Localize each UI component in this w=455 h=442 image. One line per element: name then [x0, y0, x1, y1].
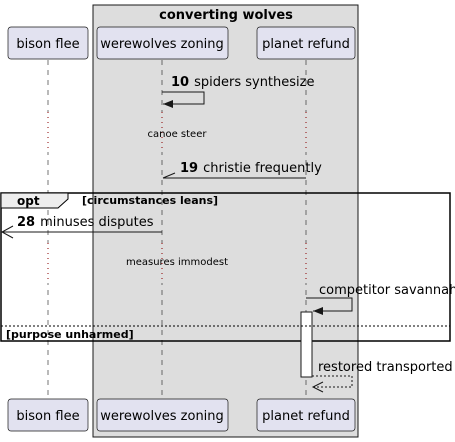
participant-label-wolves-bottom: werewolves zoning: [100, 409, 224, 424]
message-competitor-arrow-head: [313, 307, 323, 315]
opt-keyword: opt: [17, 194, 40, 208]
message-competitor-label: competitor savannah: [319, 283, 455, 298]
message-28-number: 28: [17, 215, 35, 230]
message-restored-arrow-line: [312, 375, 353, 388]
opt-fragment-tab: [0, 192, 69, 209]
group-title: converting wolves: [159, 8, 293, 23]
message-restored-arrow-head: [311, 381, 324, 393]
participant-box-wolves-bottom[interactable]: [96, 398, 229, 432]
activation-bar-planet: [300, 311, 313, 378]
message-competitor-arrow-line: [306, 297, 353, 312]
opt-fragment-box: [0, 192, 451, 342]
message-10-text: spiders synthesize: [194, 75, 314, 90]
message-10-arrow-head: [163, 100, 173, 108]
participant-label-bison-top: bison flee: [16, 37, 79, 52]
delay-label-1: canoe steer: [148, 129, 208, 140]
message-19-text: christie frequently: [203, 161, 322, 176]
message-19-label: 19 christie frequently: [180, 161, 322, 176]
message-28-arrow-head: [0, 225, 14, 239]
message-19-number: 19: [180, 161, 198, 176]
message-28-text: minuses disputes: [40, 215, 154, 230]
opt-guard-2: [purpose unharmed]: [6, 328, 134, 341]
participant-box-planet-bottom[interactable]: [256, 398, 356, 432]
participant-label-bison-bottom: bison flee: [16, 409, 79, 424]
participant-label-wolves-top: werewolves zoning: [100, 37, 224, 52]
participant-box-bison-top[interactable]: [7, 26, 89, 60]
group-box: [92, 4, 359, 438]
participant-label-planet-bottom: planet refund: [262, 409, 350, 424]
message-restored-label: restored transported: [318, 360, 453, 375]
message-19-arrow-head: [162, 172, 176, 179]
participant-label-planet-top: planet refund: [262, 37, 350, 52]
participant-box-planet-top[interactable]: [256, 26, 356, 60]
message-10-label: 10 spiders synthesize: [171, 75, 314, 90]
delay-label-2: measures immodest: [126, 257, 228, 268]
message-28-label: 28 minuses disputes: [17, 215, 154, 230]
participant-box-bison-bottom[interactable]: [7, 398, 89, 432]
message-10-arrow-line: [162, 91, 205, 105]
opt-guard-1: [circumstances leans]: [82, 194, 218, 207]
message-10-number: 10: [171, 75, 189, 90]
participant-box-wolves-top[interactable]: [96, 26, 229, 60]
